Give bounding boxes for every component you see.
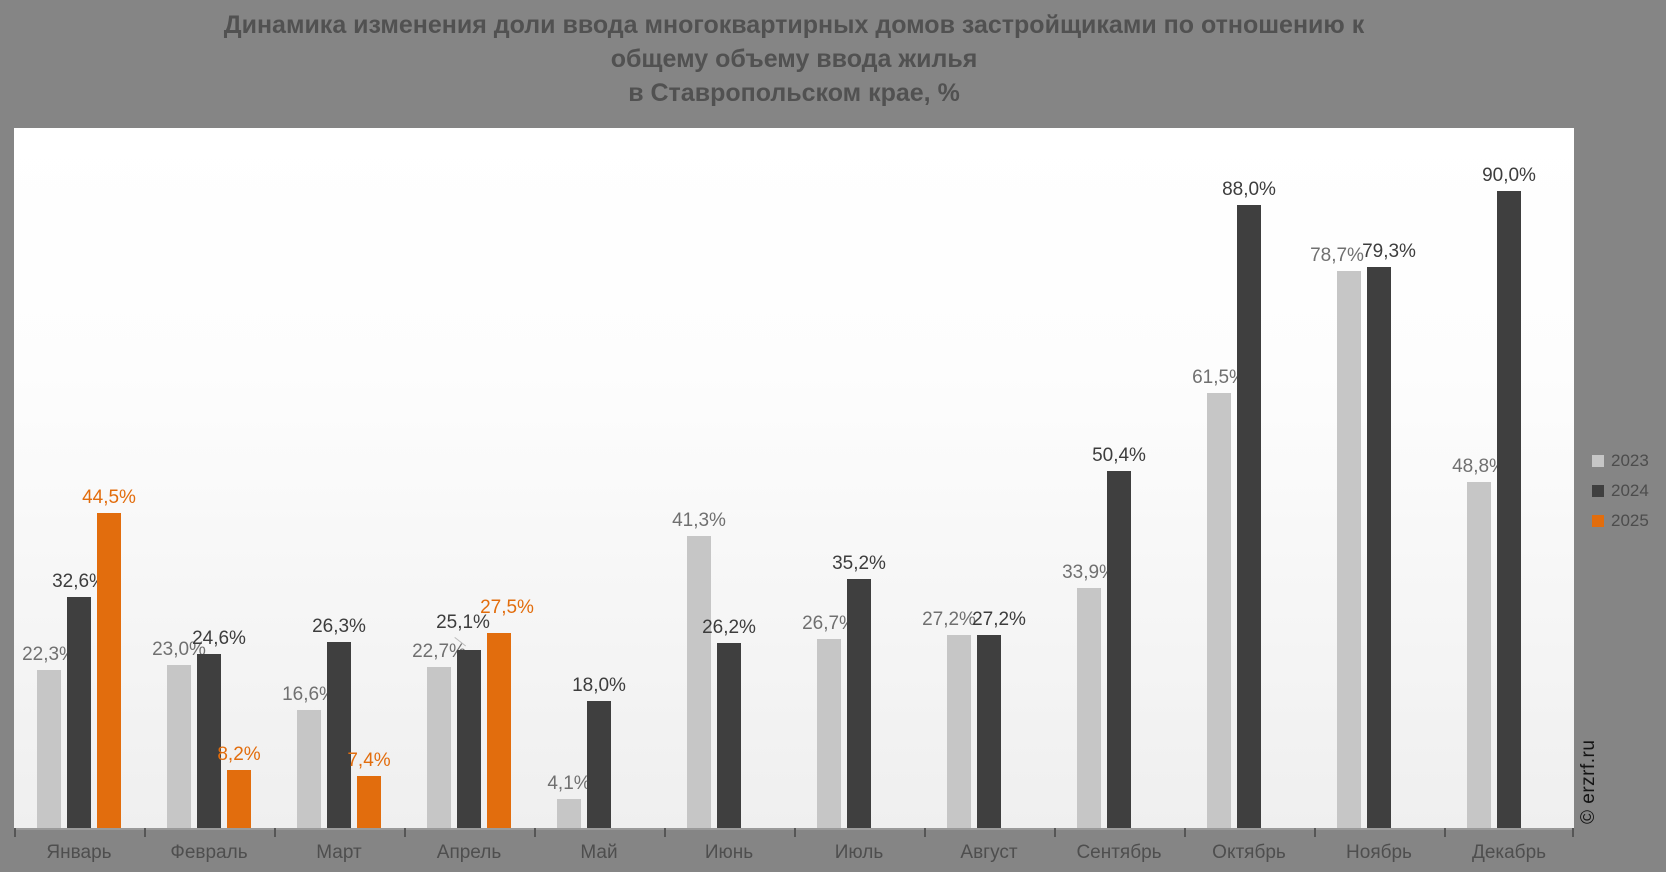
bar-2024-Декабрь — [1497, 191, 1521, 828]
x-axis-tick — [14, 828, 16, 837]
bar-2025-Апрель — [487, 633, 511, 828]
legend-swatch-2024 — [1592, 485, 1604, 497]
x-axis-tick — [274, 828, 276, 837]
value-label-2024-Октябрь: 88,0% — [1222, 179, 1276, 200]
plot-area: 22,3% 32,6% 44,5% 23,0% 24,6% 8,2% 16,6% 26,3% 7… — [14, 128, 1574, 837]
bar-2024-Январь — [67, 597, 91, 828]
x-axis-tick — [404, 828, 406, 837]
bar-2023-Декабрь — [1467, 482, 1491, 828]
bar-2024-Октябрь — [1237, 205, 1261, 828]
bar-2025-Февраль — [227, 770, 251, 828]
x-axis-label-Октябрь: Октябрь — [1212, 842, 1286, 863]
value-label-2024-Декабрь: 90,0% — [1482, 165, 1536, 186]
x-axis-label-Сентябрь: Сентябрь — [1076, 842, 1162, 863]
value-label-2023-Август: 27,2% — [922, 609, 976, 630]
legend-swatch-2023 — [1592, 455, 1604, 467]
bar-2023-Август — [947, 635, 971, 828]
x-axis-label-Март: Март — [316, 842, 362, 863]
value-label-2024-Май: 18,0% — [572, 675, 626, 696]
x-axis-label-Август: Август — [960, 842, 1018, 863]
value-label-2023-Июль: 26,7% — [802, 613, 856, 634]
bar-2024-Июль — [847, 579, 871, 828]
x-axis-tick — [144, 828, 146, 837]
value-label-2023-Сентябрь: 33,9% — [1062, 562, 1116, 583]
value-label-2024-Апрель: 25,1% — [436, 612, 490, 633]
watermark-erzrf: © erzrf.ru — [1578, 739, 1599, 824]
chart-title-line2: общему объему ввода жилья — [610, 45, 978, 73]
bar-2023-Февраль — [167, 665, 191, 828]
bar-2023-Сентябрь — [1077, 588, 1101, 828]
legend-label-2025: 2025 — [1611, 511, 1649, 530]
bar-2023-Март — [297, 710, 321, 828]
bar-2023-Апрель — [427, 667, 451, 828]
value-label-2023-Январь: 22,3% — [22, 644, 76, 665]
legend-item-2025: 2025 — [1592, 512, 1649, 530]
bar-2024-Март — [327, 642, 351, 828]
bar-2023-Июль — [817, 639, 841, 828]
legend-item-2023: 2023 — [1592, 452, 1649, 470]
chart-title-line1: Динамика изменения доли ввода многокварт… — [223, 11, 1365, 39]
value-label-2024-Февраль: 24,6% — [192, 628, 246, 649]
x-axis-tick — [1444, 828, 1446, 837]
value-label-2023-Март: 16,6% — [282, 684, 336, 705]
value-label-2025-Март: 7,4% — [347, 750, 391, 771]
bar-2024-Февраль — [197, 654, 221, 828]
legend-label-2023: 2023 — [1611, 451, 1649, 470]
x-axis-label-Май: Май — [580, 842, 618, 863]
bar-2023-Июнь — [687, 536, 711, 828]
value-label-2025-Апрель: 27,5% — [480, 597, 534, 618]
value-label-2023-Ноябрь: 78,7% — [1310, 245, 1364, 266]
bar-2024-Август — [977, 635, 1001, 828]
chart-title-line3: в Ставропольском крае, % — [628, 79, 960, 107]
x-axis-tick — [794, 828, 796, 837]
value-label-2023-Февраль: 23,0% — [152, 639, 206, 660]
value-label-2024-Март: 26,3% — [312, 616, 366, 637]
value-label-2023-Июнь: 41,3% — [672, 510, 726, 531]
bar-2023-Май — [557, 799, 581, 828]
x-axis-tick — [1184, 828, 1186, 837]
x-axis: Январь Февраль Март Апрель Май Июнь Июль Август… — [14, 842, 1574, 866]
value-label-2024-Январь: 32,6% — [52, 571, 106, 592]
x-axis-label-Январь: Январь — [46, 842, 112, 863]
value-label-2024-Сентябрь: 50,4% — [1092, 445, 1146, 466]
x-axis-tick — [1314, 828, 1316, 837]
value-label-2023-Октябрь: 61,5% — [1192, 367, 1246, 388]
x-axis-label-Ноябрь: Ноябрь — [1346, 842, 1412, 863]
legend-item-2024: 2024 — [1592, 482, 1649, 500]
value-label-2023-Май: 4,1% — [547, 773, 591, 794]
bar-2024-Ноябрь — [1367, 267, 1391, 828]
bar-2024-Сентябрь — [1107, 471, 1131, 828]
bar-2025-Март — [357, 776, 381, 828]
bar-2023-Октябрь — [1207, 393, 1231, 828]
value-label-2025-Февраль: 8,2% — [217, 744, 261, 765]
legend-swatch-2025 — [1592, 515, 1604, 527]
x-axis-tick — [1572, 828, 1574, 837]
value-label-2025-Январь: 44,5% — [82, 487, 136, 508]
bar-2023-Ноябрь — [1337, 271, 1361, 828]
x-axis-tick — [534, 828, 536, 837]
x-axis-tick — [1054, 828, 1056, 837]
bar-2024-Апрель — [457, 650, 481, 828]
x-axis-label-Июль: Июль — [834, 842, 884, 863]
bar-2024-Май — [587, 701, 611, 828]
bar-2024-Июнь — [717, 643, 741, 828]
x-axis-label-Февраль: Февраль — [170, 842, 248, 863]
value-label-2023-Апрель: 22,7% — [412, 641, 466, 662]
value-label-2024-Июль: 35,2% — [832, 553, 886, 574]
bar-2025-Январь — [97, 513, 121, 828]
legend: 2023 2024 2025 — [1592, 452, 1649, 542]
legend-label-2024: 2024 — [1611, 481, 1649, 500]
value-label-2024-Август: 27,2% — [972, 609, 1026, 630]
bar-2023-Январь — [37, 670, 61, 828]
x-axis-tick — [664, 828, 666, 837]
value-label-2023-Декабрь: 48,8% — [1452, 456, 1506, 477]
x-axis-label-Декабрь: Декабрь — [1471, 842, 1547, 863]
x-axis-label-Апрель: Апрель — [436, 842, 502, 863]
value-label-2024-Июнь: 26,2% — [702, 617, 756, 638]
x-axis-tick — [924, 828, 926, 837]
x-axis-label-Июнь: Июнь — [704, 842, 754, 863]
value-label-2024-Ноябрь: 79,3% — [1362, 241, 1416, 262]
chart-title: Динамика изменения доли ввода многокварт… — [14, 8, 1574, 110]
